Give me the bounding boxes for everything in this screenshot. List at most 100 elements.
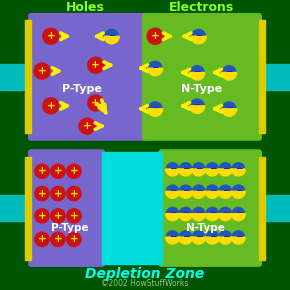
Circle shape — [222, 101, 237, 116]
Text: +: + — [54, 166, 62, 176]
FancyBboxPatch shape — [143, 14, 261, 140]
Wedge shape — [231, 169, 245, 176]
Text: −: − — [195, 232, 202, 241]
Circle shape — [34, 186, 50, 201]
Text: −: − — [195, 164, 202, 173]
Text: Electrons: Electrons — [169, 1, 235, 14]
Wedge shape — [205, 214, 219, 221]
Text: −: − — [209, 164, 216, 173]
Text: +: + — [38, 166, 46, 176]
Circle shape — [190, 65, 205, 80]
Text: −: − — [108, 31, 115, 40]
Circle shape — [66, 163, 82, 179]
Bar — [25, 157, 31, 260]
Circle shape — [34, 208, 50, 224]
Text: −: − — [169, 186, 176, 195]
Circle shape — [179, 184, 193, 198]
Text: −: − — [169, 232, 176, 241]
Circle shape — [231, 207, 245, 221]
Circle shape — [190, 98, 205, 113]
Wedge shape — [179, 237, 193, 244]
Text: +: + — [91, 98, 100, 108]
Text: +: + — [83, 121, 91, 131]
Circle shape — [166, 184, 180, 198]
Text: +: + — [151, 31, 160, 41]
FancyBboxPatch shape — [159, 150, 261, 266]
Circle shape — [205, 184, 219, 198]
Circle shape — [179, 230, 193, 244]
Text: ©2002 HowStuffWorks: ©2002 HowStuffWorks — [101, 279, 189, 288]
Text: −: − — [209, 186, 216, 195]
Text: +: + — [70, 234, 78, 244]
Text: −: − — [209, 208, 216, 217]
Wedge shape — [190, 72, 205, 80]
Circle shape — [166, 230, 180, 244]
Text: −: − — [235, 232, 242, 241]
Circle shape — [87, 57, 104, 74]
Circle shape — [218, 207, 232, 221]
Circle shape — [87, 94, 104, 112]
Wedge shape — [218, 214, 232, 221]
Wedge shape — [205, 237, 219, 244]
Bar — [102, 152, 162, 264]
Text: Holes: Holes — [65, 1, 104, 14]
Text: −: − — [151, 103, 159, 113]
Circle shape — [192, 230, 206, 244]
Circle shape — [166, 162, 180, 176]
Text: −: − — [222, 208, 229, 217]
Wedge shape — [190, 106, 205, 113]
Circle shape — [78, 117, 96, 135]
Wedge shape — [231, 214, 245, 221]
Wedge shape — [166, 237, 180, 244]
Text: −: − — [195, 186, 202, 195]
Wedge shape — [192, 214, 206, 221]
Wedge shape — [205, 169, 219, 176]
Wedge shape — [166, 191, 180, 198]
Circle shape — [42, 28, 59, 45]
Circle shape — [222, 65, 237, 80]
Circle shape — [218, 184, 232, 198]
Wedge shape — [222, 109, 237, 116]
Text: +: + — [70, 166, 78, 176]
Text: −: − — [195, 31, 202, 40]
Circle shape — [191, 29, 206, 44]
Circle shape — [66, 208, 82, 224]
Text: −: − — [222, 186, 229, 195]
Circle shape — [179, 162, 193, 176]
Text: Depletion Zone: Depletion Zone — [85, 267, 205, 281]
Circle shape — [34, 163, 50, 179]
Circle shape — [104, 29, 119, 44]
Circle shape — [66, 231, 82, 247]
FancyBboxPatch shape — [29, 14, 147, 140]
Wedge shape — [179, 214, 193, 221]
Circle shape — [148, 101, 163, 116]
Text: −: − — [169, 208, 176, 217]
Circle shape — [166, 207, 180, 221]
Wedge shape — [166, 214, 180, 221]
Circle shape — [50, 163, 66, 179]
Circle shape — [218, 230, 232, 244]
Circle shape — [179, 207, 193, 221]
Text: −: − — [209, 232, 216, 241]
Wedge shape — [191, 36, 206, 44]
Wedge shape — [231, 191, 245, 198]
Text: N-Type: N-Type — [181, 84, 223, 94]
Circle shape — [231, 184, 245, 198]
Bar — [262, 64, 290, 90]
Text: +: + — [46, 101, 55, 111]
Text: −: − — [225, 103, 233, 113]
Text: −: − — [169, 164, 176, 173]
Circle shape — [66, 186, 82, 201]
Wedge shape — [192, 191, 206, 198]
FancyBboxPatch shape — [29, 150, 104, 266]
Text: −: − — [182, 208, 189, 217]
Text: +: + — [46, 31, 55, 41]
Text: −: − — [182, 232, 189, 241]
Text: −: − — [195, 208, 202, 217]
Circle shape — [192, 207, 206, 221]
Text: +: + — [70, 211, 78, 221]
Text: +: + — [38, 211, 46, 221]
Wedge shape — [104, 36, 119, 44]
Bar — [262, 195, 290, 221]
Circle shape — [50, 186, 66, 201]
